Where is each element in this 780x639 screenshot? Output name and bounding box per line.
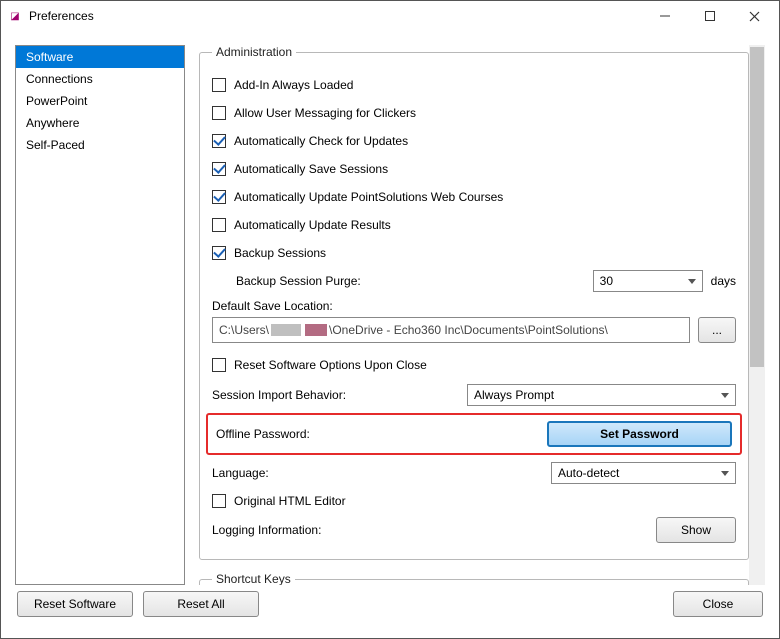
- addin-loaded-label: Add-In Always Loaded: [234, 78, 353, 92]
- save-location-label: Default Save Location:: [212, 299, 736, 313]
- sidebar-item-label: Self-Paced: [26, 138, 85, 152]
- save-location-input[interactable]: C:\Users\ \OneDrive - Echo360 Inc\Docume…: [212, 317, 690, 343]
- group-legend: Administration: [212, 45, 296, 59]
- import-behavior-label: Session Import Behavior:: [212, 388, 467, 402]
- backup-purge-label: Backup Session Purge:: [212, 274, 593, 288]
- close-window-button[interactable]: [732, 2, 777, 30]
- set-password-button[interactable]: Set Password: [547, 421, 732, 447]
- reset-on-close-label: Reset Software Options Upon Close: [234, 358, 427, 372]
- maximize-button[interactable]: [687, 2, 732, 30]
- offline-password-highlight: Offline Password: Set Password: [206, 413, 742, 455]
- sidebar-item-label: Anywhere: [26, 116, 79, 130]
- language-label: Language:: [212, 466, 551, 480]
- reset-all-button[interactable]: Reset All: [143, 591, 259, 617]
- backup-purge-select[interactable]: 30: [593, 270, 703, 292]
- allow-messaging-checkbox[interactable]: [212, 106, 226, 120]
- logging-label: Logging Information:: [212, 523, 656, 537]
- sidebar-item-label: Software: [26, 50, 73, 64]
- shortcut-keys-group: Shortcut Keys Repoll Slide (PP): Ctrl+1 …: [199, 572, 749, 585]
- sidebar-item-anywhere[interactable]: Anywhere: [16, 112, 184, 134]
- group-legend: Shortcut Keys: [212, 572, 295, 585]
- auto-results-label: Automatically Update Results: [234, 218, 391, 232]
- app-icon: ◪: [7, 8, 23, 24]
- auto-results-checkbox[interactable]: [212, 218, 226, 232]
- auto-save-checkbox[interactable]: [212, 162, 226, 176]
- administration-group: Administration Add-In Always Loaded Allo…: [199, 45, 749, 560]
- sidebar-item-self-paced[interactable]: Self-Paced: [16, 134, 184, 156]
- sidebar-item-label: PowerPoint: [26, 94, 87, 108]
- category-sidebar: Software Connections PowerPoint Anywhere…: [15, 45, 185, 585]
- reset-on-close-checkbox[interactable]: [212, 358, 226, 372]
- sidebar-item-connections[interactable]: Connections: [16, 68, 184, 90]
- sidebar-item-powerpoint[interactable]: PowerPoint: [16, 90, 184, 112]
- settings-panel: Administration Add-In Always Loaded Allo…: [199, 45, 765, 585]
- backup-sessions-label: Backup Sessions: [234, 246, 326, 260]
- window-title: Preferences: [29, 9, 642, 23]
- auto-web-checkbox[interactable]: [212, 190, 226, 204]
- auto-updates-label: Automatically Check for Updates: [234, 134, 408, 148]
- dialog-footer: Reset Software Reset All Close: [1, 591, 779, 629]
- reset-software-button[interactable]: Reset Software: [17, 591, 133, 617]
- vertical-scrollbar[interactable]: [749, 45, 765, 585]
- sidebar-item-software[interactable]: Software: [16, 46, 184, 68]
- auto-save-label: Automatically Save Sessions: [234, 162, 388, 176]
- title-bar: ◪ Preferences: [1, 1, 779, 31]
- offline-password-label: Offline Password:: [216, 427, 547, 441]
- language-select[interactable]: Auto-detect: [551, 462, 736, 484]
- minimize-button[interactable]: [642, 2, 687, 30]
- logging-show-button[interactable]: Show: [656, 517, 736, 543]
- html-editor-checkbox[interactable]: [212, 494, 226, 508]
- auto-web-label: Automatically Update PointSolutions Web …: [234, 190, 503, 204]
- allow-messaging-label: Allow User Messaging for Clickers: [234, 106, 416, 120]
- scrollbar-thumb[interactable]: [750, 47, 764, 367]
- html-editor-label: Original HTML Editor: [234, 494, 346, 508]
- backup-purge-unit: days: [711, 274, 736, 288]
- sidebar-item-label: Connections: [26, 72, 93, 86]
- auto-updates-checkbox[interactable]: [212, 134, 226, 148]
- close-button[interactable]: Close: [673, 591, 763, 617]
- browse-button[interactable]: ...: [698, 317, 736, 343]
- addin-loaded-checkbox[interactable]: [212, 78, 226, 92]
- redacted-segment: [271, 324, 301, 336]
- backup-sessions-checkbox[interactable]: [212, 246, 226, 260]
- import-behavior-select[interactable]: Always Prompt: [467, 384, 736, 406]
- redacted-segment: [305, 324, 327, 336]
